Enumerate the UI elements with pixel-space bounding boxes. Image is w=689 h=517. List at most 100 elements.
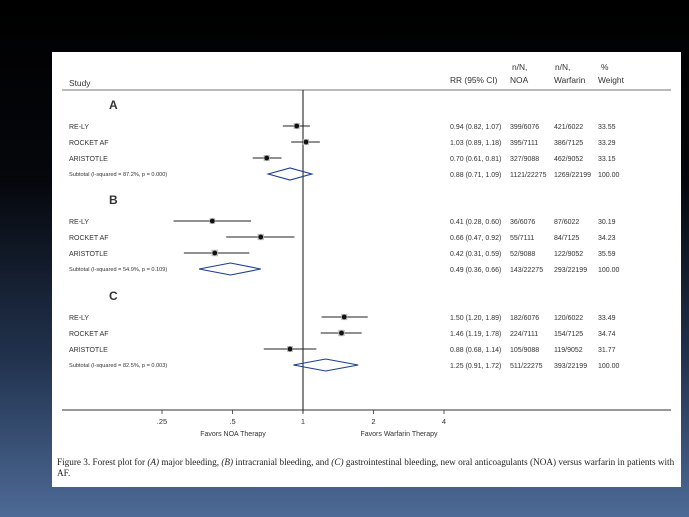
weight-re-ly: 33.55 xyxy=(598,124,616,131)
header-noa-top: n/N, xyxy=(512,62,527,72)
weight-re-ly: 30.19 xyxy=(598,219,616,226)
rr-ci-rocket-af: 1.46 (1.19, 1.78) xyxy=(450,331,501,338)
warfarin-count-rocket-af: 84/7125 xyxy=(554,235,579,242)
group-label-c: C xyxy=(109,289,118,303)
rr-ci-re-ly: 0.94 (0.82, 1.07) xyxy=(450,124,501,131)
forest-plot: Study RR (95% CI) n/N, NOA n/N, Warfarin% Weig… xyxy=(62,62,671,438)
subtotal-rr-ci-c: 1.25 (0.91, 1.72) xyxy=(450,363,501,370)
warfarin-count-aristotle: 462/9052 xyxy=(554,156,583,163)
x-label-left: Favors NOA Therapy xyxy=(200,431,266,438)
weight-rocket-af: 34.74 xyxy=(598,331,616,338)
subtotal-diamond-a xyxy=(266,167,314,181)
point-estimate-rocket-af xyxy=(258,234,264,240)
subtotal-warfarin-c: 393/22199 xyxy=(554,363,587,370)
study-name-aristotle: ARISTOTLE xyxy=(69,347,108,354)
point-estimate-re-ly xyxy=(341,314,347,320)
rr-ci-re-ly: 0.41 (0.28, 0.60) xyxy=(450,219,501,226)
header-weight: Weight xyxy=(598,75,625,85)
x-tick-label-1: .5 xyxy=(229,417,235,426)
header-noa: NOA xyxy=(510,75,529,85)
rr-ci-aristotle: 0.88 (0.68, 1.14) xyxy=(450,347,501,354)
noa-count-rocket-af: 224/7111 xyxy=(510,331,538,338)
subtotal-weight-a: 100.00 xyxy=(598,172,620,179)
rr-ci-aristotle: 0.70 (0.61, 0.81) xyxy=(450,156,501,163)
noa-count-aristotle: 52/9088 xyxy=(510,251,535,258)
noa-count-rocket-af: 55/7111 xyxy=(510,235,534,242)
subtotal-warfarin-a: 1269/22199 xyxy=(554,172,591,179)
header-warfarin-top: n/N, xyxy=(555,62,570,72)
caption-text-1: Figure 3. Forest plot for xyxy=(57,457,148,467)
point-estimate-rocket-af xyxy=(339,330,344,336)
warfarin-count-re-ly: 421/6022 xyxy=(554,124,583,131)
subtotal-noa-a: 1121/22275 xyxy=(510,172,547,179)
figure-caption: Figure 3. Forest plot for (A) major blee… xyxy=(57,457,679,479)
subtotal-label-a: Subtotal (I-squared = 87.2%, p = 0.000) xyxy=(69,172,167,178)
caption-text-4: gastrointestinal bleeding, new oral anti… xyxy=(57,457,675,478)
x-tick-label-0: .25 xyxy=(157,417,167,426)
caption-label-c: (C) xyxy=(331,457,344,467)
slide-panel: Study RR (95% CI) n/N, NOA n/N, Warfarin% Weig… xyxy=(52,52,681,487)
study-name-rocket-af: ROCKET AF xyxy=(69,331,109,338)
study-name-rocket-af: ROCKET AF xyxy=(69,235,109,242)
group-label-b: B xyxy=(109,193,118,207)
warfarin-count-aristotle: 122/9052 xyxy=(554,251,583,258)
warfarin-count-re-ly: 120/6022 xyxy=(554,315,583,322)
noa-count-aristotle: 105/9088 xyxy=(510,347,539,354)
study-name-aristotle: ARISTOTLE xyxy=(69,251,108,258)
weight-aristotle: 31.77 xyxy=(598,347,616,354)
weight-rocket-af: 33.29 xyxy=(598,140,616,147)
caption-text-2: major bleeding, xyxy=(159,457,222,467)
subtotal-rr-ci-b: 0.49 (0.36, 0.66) xyxy=(450,267,501,274)
study-name-aristotle: ARISTOTLE xyxy=(69,156,108,163)
subtotal-weight-c: 100.00 xyxy=(598,363,620,370)
point-estimate-re-ly xyxy=(209,218,215,224)
subtotal-label-c: Subtotal (I-squared = 82.5%, p = 0.003) xyxy=(69,363,167,369)
study-name-re-ly: RE-LY xyxy=(69,219,89,226)
caption-label-a: (A) xyxy=(147,457,160,467)
weight-re-ly: 33.49 xyxy=(598,315,616,322)
subtotal-diamond-b xyxy=(198,262,261,276)
subtotal-diamond-c xyxy=(293,358,359,372)
point-estimate-re-ly xyxy=(294,123,300,129)
caption-label-b: (B) xyxy=(221,457,234,467)
subtotal-label-b: Subtotal (I-squared = 54.9%, p = 0.109) xyxy=(69,267,167,273)
weight-aristotle: 35.59 xyxy=(598,251,616,258)
subtotal-noa-c: 511/22275 xyxy=(510,363,543,370)
noa-count-rocket-af: 395/7111 xyxy=(510,140,538,147)
x-label-right: Favors Warfarin Therapy xyxy=(360,431,438,438)
point-estimate-aristotle xyxy=(264,155,270,161)
warfarin-count-re-ly: 87/6022 xyxy=(554,219,579,226)
x-tick-label-2: 1 xyxy=(301,417,305,426)
point-estimate-aristotle xyxy=(287,346,293,352)
rr-ci-re-ly: 1.50 (1.20, 1.89) xyxy=(450,315,501,322)
point-estimate-rocket-af xyxy=(303,139,309,145)
weight-rocket-af: 34.23 xyxy=(598,235,616,242)
rr-ci-aristotle: 0.42 (0.31, 0.59) xyxy=(450,251,501,258)
noa-count-re-ly: 36/6076 xyxy=(510,219,535,226)
header-warfarin: Warfarin xyxy=(554,75,586,85)
subtotal-weight-b: 100.00 xyxy=(598,267,620,274)
caption-text-3: intracranial bleeding, and xyxy=(233,457,332,467)
subtotal-noa-b: 143/22275 xyxy=(510,267,543,274)
x-tick-label-3: 2 xyxy=(371,417,375,426)
x-tick-label-4: 4 xyxy=(442,417,446,426)
warfarin-count-aristotle: 119/9052 xyxy=(554,347,583,354)
warfarin-count-rocket-af: 154/7125 xyxy=(554,331,583,338)
header-study: Study xyxy=(69,78,91,88)
noa-count-re-ly: 182/6076 xyxy=(510,315,539,322)
group-label-a: A xyxy=(109,98,118,112)
study-name-re-ly: RE-LY xyxy=(69,315,89,322)
point-estimate-aristotle xyxy=(212,250,218,256)
header-rr: RR (95% CI) xyxy=(450,75,498,85)
subtotal-warfarin-b: 293/22199 xyxy=(554,267,587,274)
header-weight-top: % xyxy=(601,62,609,72)
noa-count-re-ly: 399/6076 xyxy=(510,124,539,131)
study-name-re-ly: RE-LY xyxy=(69,124,89,131)
study-name-rocket-af: ROCKET AF xyxy=(69,140,109,147)
rr-ci-rocket-af: 0.66 (0.47, 0.92) xyxy=(450,235,501,242)
weight-aristotle: 33.15 xyxy=(598,156,616,163)
subtotal-rr-ci-a: 0.88 (0.71, 1.09) xyxy=(450,172,501,179)
warfarin-count-rocket-af: 386/7125 xyxy=(554,140,583,147)
noa-count-aristotle: 327/9088 xyxy=(510,156,539,163)
rr-ci-rocket-af: 1.03 (0.89, 1.18) xyxy=(450,140,501,147)
